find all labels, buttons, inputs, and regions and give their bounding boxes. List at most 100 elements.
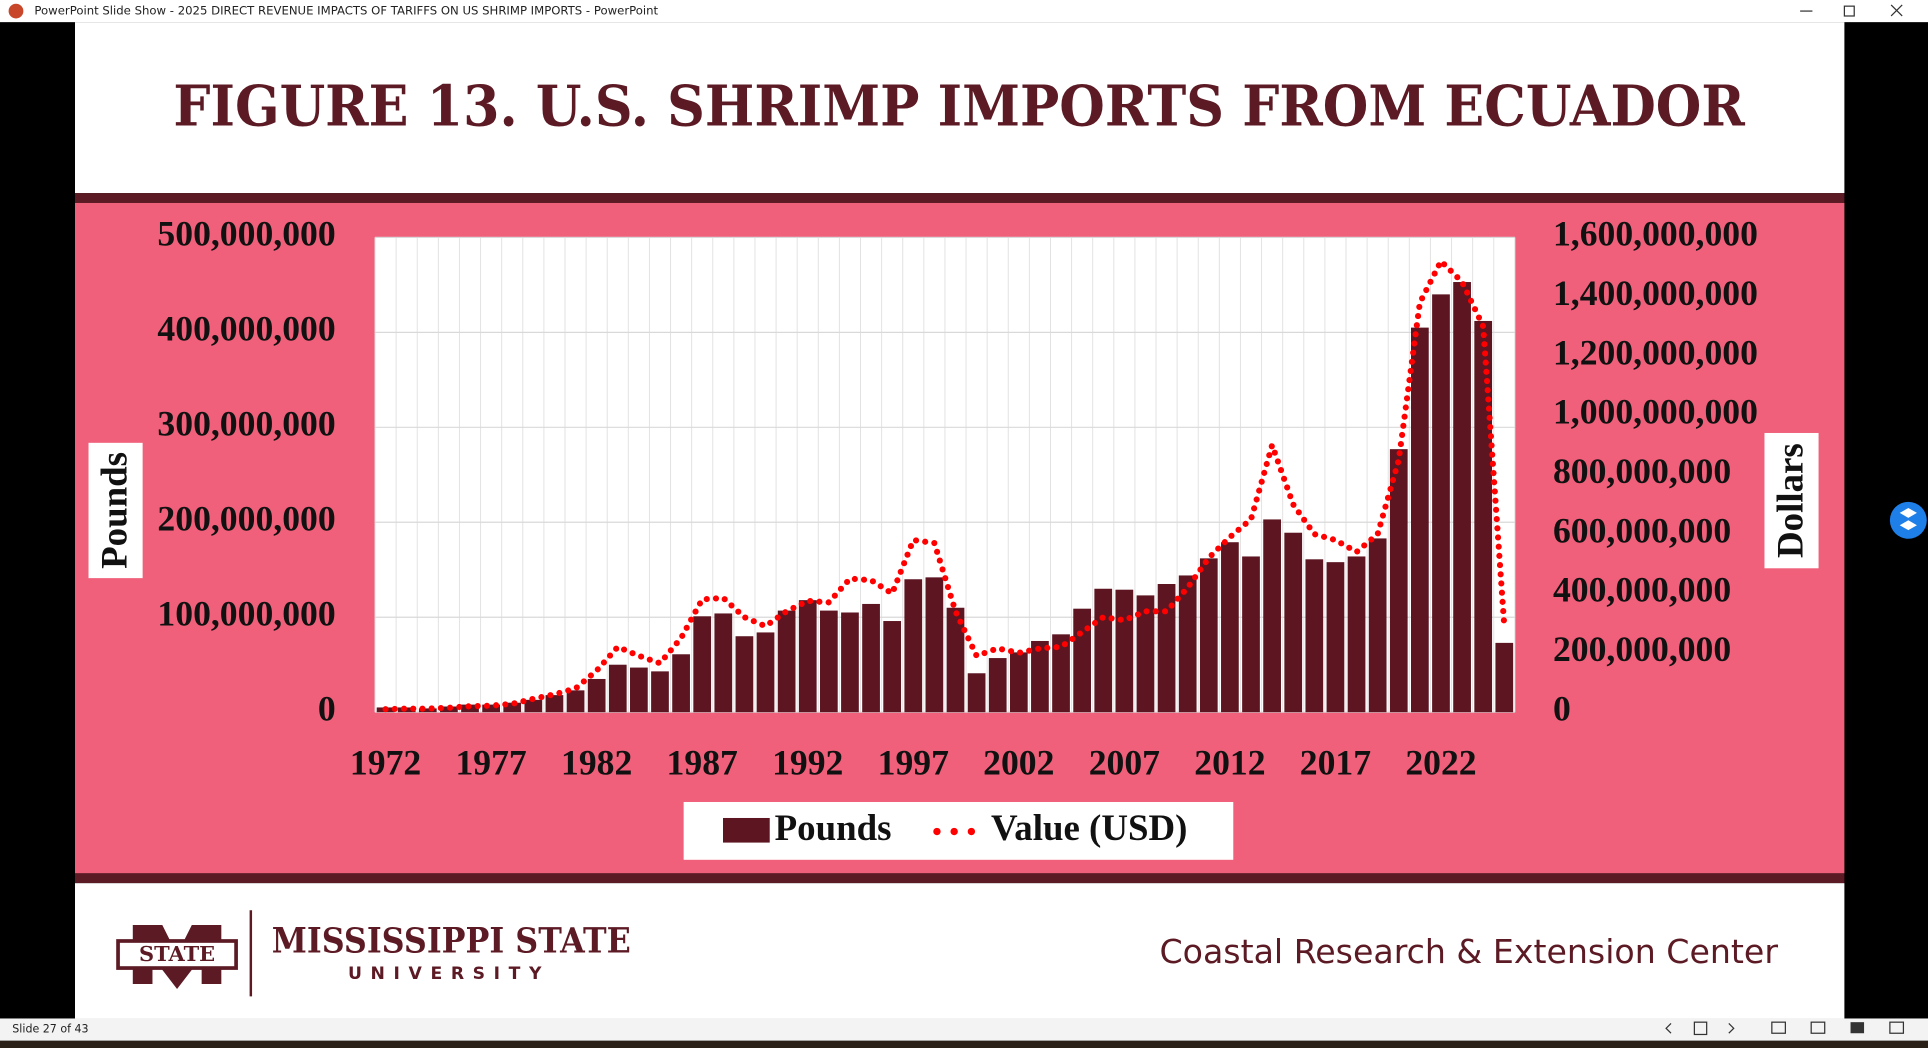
title-bar	[0, 0, 1928, 23]
bar	[482, 704, 500, 713]
bar	[1453, 282, 1471, 713]
y-axis-title-box	[88, 442, 143, 579]
bar	[566, 690, 585, 713]
bar	[503, 702, 522, 713]
slide-header	[75, 22, 1845, 194]
bar	[651, 671, 669, 713]
menu-button[interactable]	[1693, 1021, 1708, 1036]
bar	[798, 600, 817, 713]
bar	[735, 636, 754, 713]
x-tick-label: 1987	[667, 743, 738, 783]
bar	[777, 610, 796, 713]
y2-tick-label: 1,200,000,000	[1553, 332, 1758, 372]
x-tick-label: 2012	[1194, 743, 1265, 783]
reading-view[interactable]	[1850, 1022, 1865, 1034]
x-tick-label: 1972	[350, 743, 421, 783]
bar	[672, 654, 690, 713]
bar	[1052, 634, 1070, 713]
bar	[1305, 559, 1324, 713]
y2-tick-label: 800,000,000	[1553, 451, 1731, 491]
x-tick-label: 1997	[878, 743, 949, 783]
y2-tick-label: 0	[1553, 688, 1571, 728]
y-tick-label: 300,000,000	[157, 404, 335, 444]
header-band	[75, 193, 1845, 203]
bar	[1284, 532, 1303, 713]
value-line	[382, 256, 1508, 713]
bar	[1031, 640, 1049, 713]
restore-button[interactable]	[1843, 5, 1855, 17]
logo-banner	[116, 939, 238, 970]
y-tick-label: 200,000,000	[157, 498, 335, 538]
dropbox-glyph	[1899, 508, 1917, 531]
y2-axis-title-box	[1764, 432, 1819, 569]
slideshow-view[interactable]	[1889, 1021, 1905, 1034]
bar	[967, 673, 986, 713]
footer-band	[75, 873, 1845, 884]
bar	[1094, 588, 1113, 713]
bar	[946, 607, 965, 713]
bar	[1411, 327, 1429, 713]
bar	[819, 610, 838, 713]
bar	[693, 616, 712, 713]
bar	[756, 632, 775, 713]
y2-axis-title: Dollars	[1769, 443, 1810, 558]
university-sub: UNIVERSITY	[348, 964, 550, 984]
bar	[904, 579, 923, 713]
y-tick-label: 0	[318, 688, 336, 728]
bar	[545, 695, 564, 713]
legend-swatch	[723, 817, 770, 843]
university-name: MISSISSIPPI STATE	[272, 921, 631, 961]
y2-tick-label: 1,000,000,000	[1553, 392, 1758, 432]
bar	[1115, 589, 1134, 713]
nav-arrows[interactable]	[1665, 1022, 1735, 1034]
bar	[1263, 519, 1281, 713]
close-button[interactable]	[1890, 4, 1903, 17]
bar	[1157, 584, 1176, 713]
legend-label: Pounds	[775, 807, 892, 848]
bar	[1136, 595, 1155, 713]
app-icon	[8, 3, 24, 19]
bar	[1199, 558, 1218, 713]
bar	[524, 699, 543, 713]
bar	[1178, 575, 1197, 713]
bar	[1368, 538, 1387, 713]
taskbar-edge	[0, 1040, 1928, 1048]
sorter-view[interactable]	[1810, 1021, 1826, 1034]
bar	[841, 612, 859, 713]
y2-tick-label: 1,600,000,000	[1553, 214, 1758, 254]
bar	[862, 603, 880, 713]
normal-view[interactable]	[1771, 1021, 1786, 1034]
bar	[1221, 542, 1239, 713]
bar	[1073, 608, 1092, 713]
y-tick-label: 400,000,000	[157, 309, 335, 349]
y-tick-label: 100,000,000	[157, 593, 335, 633]
bar	[587, 678, 606, 713]
bar	[1495, 642, 1514, 713]
bar	[1009, 652, 1028, 713]
slide-footer	[75, 883, 1845, 1019]
x-tick-label: 2002	[983, 743, 1054, 783]
x-tick-label: 2022	[1405, 743, 1476, 783]
bar	[714, 613, 733, 713]
legend	[683, 801, 1234, 860]
slide-title: FIGURE 13. U.S. SHRIMP IMPORTS FROM ECUA…	[173, 73, 1745, 139]
center-name: Coastal Research & Extension Center	[1159, 932, 1778, 971]
x-tick-label: 1982	[561, 743, 632, 783]
y-tick-label: 500,000,000	[157, 214, 335, 254]
x-tick-label: 1992	[772, 743, 843, 783]
bar	[1326, 562, 1345, 713]
bar	[630, 667, 648, 713]
y2-tick-label: 600,000,000	[1553, 510, 1731, 550]
y2-tick-label: 400,000,000	[1553, 570, 1731, 610]
bar	[988, 658, 1007, 713]
bar	[418, 708, 437, 713]
x-tick-label: 1977	[455, 743, 526, 783]
bar	[925, 577, 944, 713]
logo-mark: STATE	[139, 941, 215, 966]
x-tick-label: 2017	[1300, 743, 1371, 783]
bar	[883, 621, 902, 713]
bar	[1432, 294, 1450, 713]
bar	[1242, 556, 1260, 713]
window-title: PowerPoint Slide Show - 2025 DIRECT REVE…	[34, 4, 658, 18]
